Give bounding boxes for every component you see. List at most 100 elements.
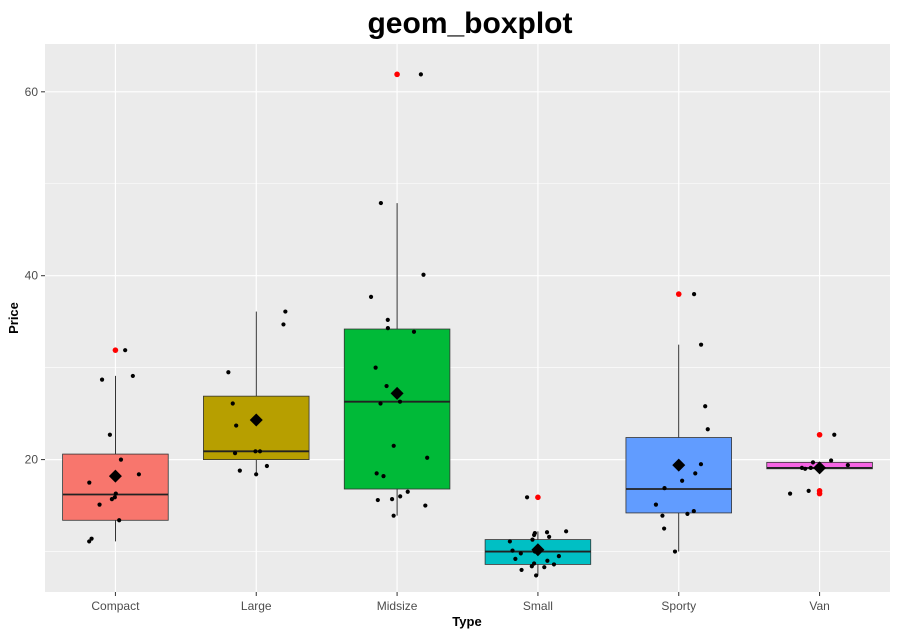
- data-point: [405, 489, 410, 494]
- outlier-point: [816, 431, 823, 438]
- data-point: [660, 513, 665, 518]
- data-point: [418, 72, 423, 77]
- data-point: [226, 370, 231, 375]
- data-point: [391, 513, 396, 518]
- jitter-points: [87, 71, 850, 578]
- mean-marker: [249, 413, 263, 427]
- data-point: [398, 494, 403, 499]
- data-point: [381, 474, 386, 479]
- data-point: [237, 468, 242, 473]
- data-point: [829, 458, 834, 463]
- grid-lines: [45, 44, 890, 592]
- data-point: [845, 463, 850, 468]
- chart-title: geom_boxplot: [367, 7, 572, 40]
- x-tick-label: Small: [523, 599, 553, 613]
- data-point: [832, 432, 837, 437]
- mean-marker: [531, 543, 545, 557]
- outlier-point: [675, 291, 682, 297]
- data-point: [421, 272, 426, 277]
- data-point: [397, 399, 403, 404]
- axes: 20 40 60 Compact Large Midsize Small Sporty Van: [25, 85, 830, 613]
- data-point: [373, 365, 378, 370]
- data-point: [518, 551, 523, 556]
- data-point: [113, 491, 118, 496]
- data-point: [378, 200, 383, 206]
- data-point: [97, 502, 102, 507]
- data-point: [544, 530, 550, 535]
- data-point: [524, 495, 530, 500]
- data-point: [693, 471, 698, 476]
- box-midsize: [343, 328, 451, 490]
- data-point: [411, 329, 417, 334]
- data-point: [542, 565, 547, 570]
- data-point: [368, 294, 374, 299]
- data-point: [283, 309, 288, 314]
- data-point: [672, 549, 678, 554]
- plot-panel: [45, 44, 890, 592]
- box-compact: [62, 453, 169, 521]
- data-point: [87, 480, 92, 485]
- data-point: [806, 488, 811, 493]
- data-point: [513, 556, 518, 561]
- data-point: [391, 443, 396, 448]
- mean-marker: [108, 469, 122, 483]
- x-tick-label: Large: [241, 599, 272, 613]
- data-point: [389, 497, 395, 502]
- data-point: [530, 537, 535, 542]
- data-point: [551, 562, 557, 567]
- data-point: [532, 531, 537, 536]
- data-point: [531, 561, 537, 566]
- data-point: [253, 449, 258, 454]
- y-tick-label: 20: [25, 453, 39, 467]
- outlier-point: [394, 71, 400, 78]
- data-point: [230, 401, 235, 406]
- data-point: [685, 511, 690, 516]
- y-tick-label: 40: [25, 269, 39, 283]
- data-point: [705, 427, 710, 432]
- x-tick-label: Midsize: [377, 599, 418, 613]
- data-point: [556, 554, 561, 559]
- outlier-point: [112, 347, 119, 353]
- data-point: [662, 486, 667, 491]
- data-point: [545, 558, 550, 563]
- x-tick-label: Sporty: [661, 599, 696, 613]
- data-point: [425, 455, 430, 460]
- data-point: [374, 471, 379, 476]
- data-point: [810, 460, 816, 465]
- outlier-point: [816, 488, 823, 494]
- data-point: [698, 342, 704, 347]
- data-point: [264, 463, 270, 469]
- data-point: [680, 478, 685, 483]
- data-point: [423, 503, 428, 508]
- data-point: [375, 497, 380, 503]
- x-tick-label: Compact: [91, 599, 140, 613]
- data-point: [123, 348, 128, 353]
- data-point: [691, 508, 696, 514]
- data-point: [99, 377, 105, 382]
- data-point: [254, 472, 259, 477]
- data-point: [662, 526, 667, 531]
- data-point: [507, 539, 512, 544]
- boxes: [62, 203, 873, 576]
- box-sporty: [625, 437, 732, 514]
- data-point: [378, 401, 383, 406]
- data-point: [534, 573, 539, 578]
- data-point: [547, 534, 552, 539]
- x-tick-label: Van: [809, 599, 829, 613]
- y-axis-title: Price: [6, 302, 21, 334]
- data-point: [234, 423, 239, 428]
- mean-marker: [813, 461, 827, 475]
- mean-marker: [390, 386, 404, 400]
- data-point: [799, 465, 805, 470]
- data-point: [787, 491, 793, 496]
- data-point: [232, 451, 238, 456]
- data-point: [698, 462, 704, 467]
- mean-marker: [672, 458, 686, 472]
- x-axis-title: Type: [452, 614, 481, 629]
- data-point: [109, 497, 114, 502]
- box-large: [203, 395, 310, 460]
- data-point: [89, 536, 94, 541]
- data-point: [257, 449, 263, 454]
- data-point: [130, 373, 135, 379]
